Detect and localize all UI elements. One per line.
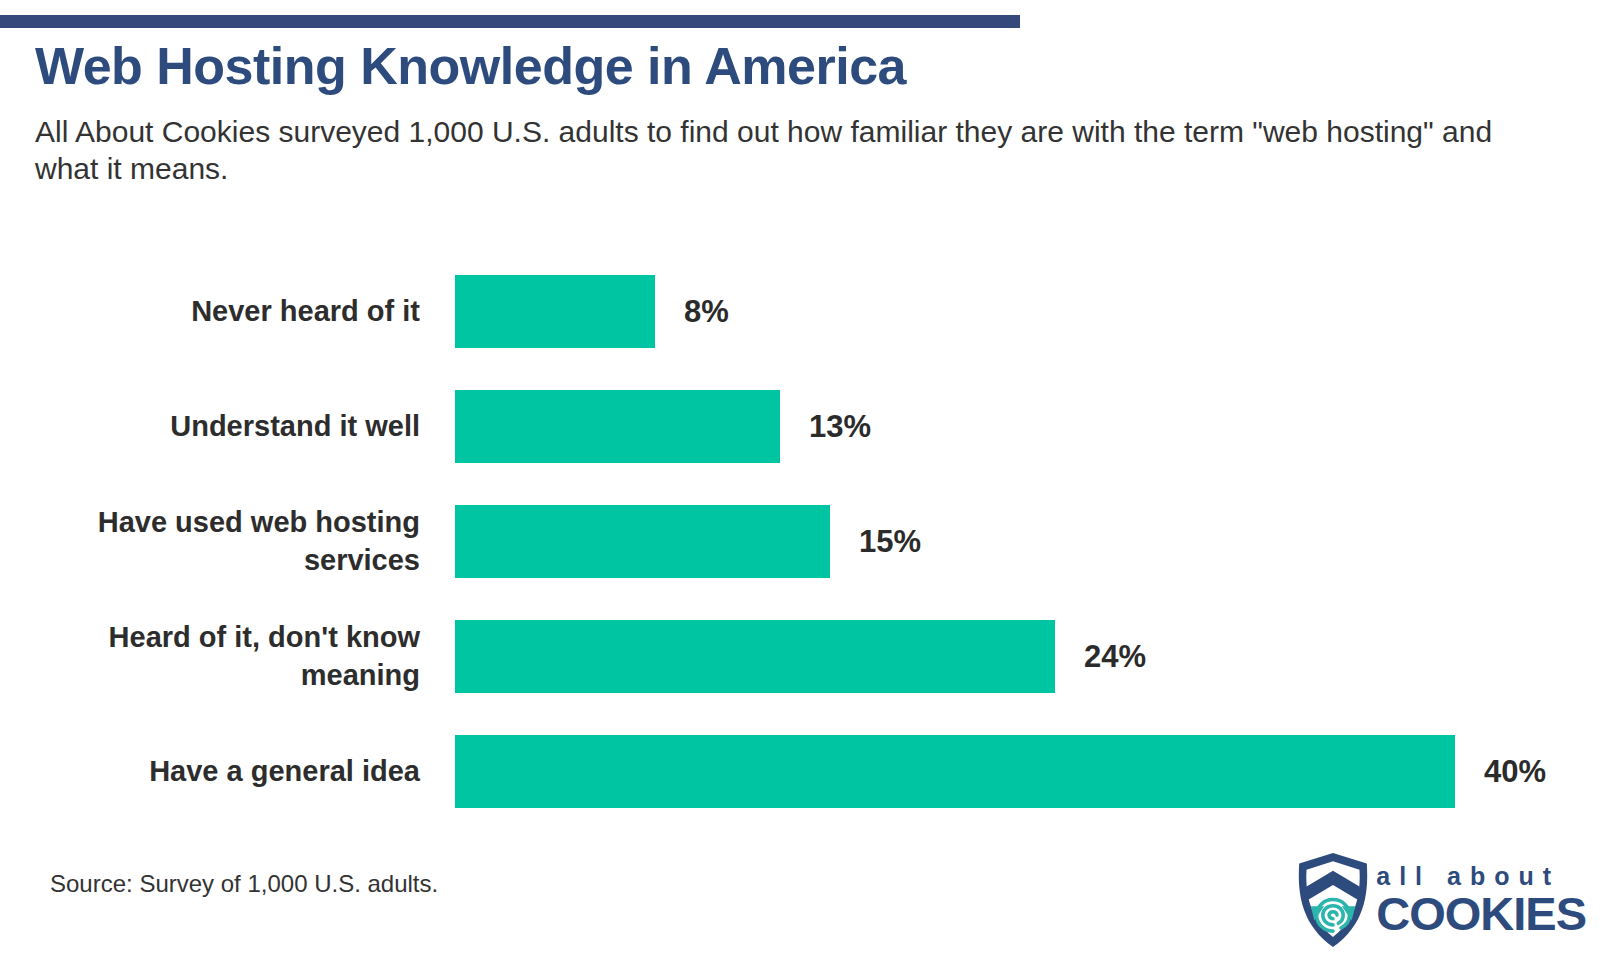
- value-label: 8%: [684, 294, 729, 330]
- category-label: Never heard of it: [0, 293, 420, 331]
- category-label: Understand it well: [0, 408, 420, 446]
- subtitle: All About Cookies surveyed 1,000 U.S. ad…: [35, 114, 1525, 188]
- chart-row: Understand it well 13%: [0, 369, 1600, 484]
- value-label: 15%: [859, 524, 921, 560]
- category-label: Heard of it, don't know meaning: [0, 619, 420, 694]
- logo-text-all-about: all about: [1376, 864, 1586, 889]
- bar-chart: Never heard of it 8% Understand it well 13%…: [0, 254, 1600, 829]
- category-label: Have a general idea: [0, 753, 420, 791]
- shield-fingerprint-icon: [1293, 846, 1373, 954]
- chart-row: Never heard of it 8%: [0, 254, 1600, 369]
- chart-row: Heard of it, don't know meaning 24%: [0, 599, 1600, 714]
- bar: [455, 620, 1055, 693]
- chart-row: Have used web hosting services 15%: [0, 484, 1600, 599]
- chart-row: Have a general idea 40%: [0, 714, 1600, 829]
- chart-rows: Never heard of it 8% Understand it well 13%…: [0, 254, 1600, 829]
- value-label: 13%: [809, 409, 871, 445]
- value-label: 24%: [1084, 639, 1146, 675]
- page-title: Web Hosting Knowledge in America: [35, 36, 906, 96]
- category-label: Have used web hosting services: [0, 504, 420, 579]
- value-label: 40%: [1484, 754, 1546, 790]
- infographic: Web Hosting Knowledge in America All Abo…: [0, 0, 1600, 960]
- bar: [455, 390, 780, 463]
- all-about-cookies-logo: all about COOKIES: [1293, 846, 1586, 954]
- bar: [455, 275, 655, 348]
- source-note: Source: Survey of 1,000 U.S. adults.: [50, 870, 438, 898]
- bar: [455, 505, 830, 578]
- logo-wordmark: all about COOKIES: [1376, 864, 1586, 937]
- logo-text-cookies: COOKIES: [1376, 892, 1586, 937]
- top-accent-bar: [0, 15, 1020, 28]
- bar: [455, 735, 1455, 808]
